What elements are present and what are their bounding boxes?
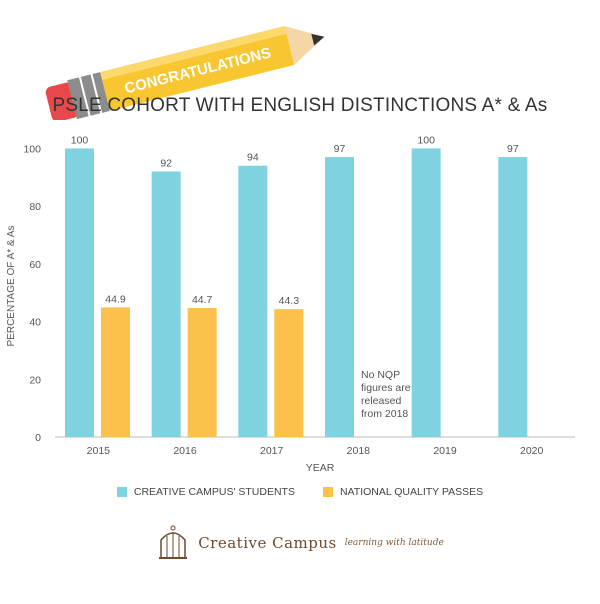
x-tick-label: 2015 (87, 445, 111, 457)
legend-swatch-creative (116, 487, 127, 497)
pencil-banner: CONGRATULATIONS (45, 26, 325, 120)
legend-label-creative: CREATIVE CAMPUS' STUDENTS (133, 486, 295, 498)
bar-creative-2020 (498, 157, 528, 438)
y-tick-label: 80 (29, 201, 41, 213)
bar-creative-2016 (151, 171, 181, 437)
y-axis-label: PERCENTAGE OF A* & As (6, 226, 17, 347)
bars: 100 44.9 92 44.7 94 44.3 97 100 97 (65, 134, 528, 438)
data-label: 92 (160, 158, 172, 170)
brand-footer: Creative Campus learning with latitude (0, 524, 600, 562)
pencil-highlight (100, 26, 287, 80)
x-tick-label: 2020 (520, 445, 544, 457)
x-axis-label: YEAR (306, 462, 335, 474)
data-label: 44.7 (192, 294, 213, 306)
data-label: 94 (247, 152, 259, 164)
pencil-ferrule (80, 74, 101, 116)
data-label: 44.9 (105, 293, 126, 305)
legend: CREATIVE CAMPUS' STUDENTS NATIONAL QUALI… (0, 486, 600, 498)
y-tick-label: 20 (29, 374, 41, 386)
y-tick-label: 40 (29, 317, 41, 329)
data-label: 97 (334, 143, 346, 155)
y-tick-label: 100 (23, 143, 41, 155)
legend-item-national: NATIONAL QUALITY PASSES (322, 486, 484, 498)
x-tick-label: 2017 (260, 445, 284, 457)
data-label: 44.3 (279, 295, 300, 307)
data-label: 97 (507, 143, 519, 155)
pencil-lead (311, 33, 325, 46)
legend-label-national: NATIONAL QUALITY PASSES (339, 486, 484, 498)
data-label: 100 (71, 134, 89, 146)
annotation-no-nqp: No NQP figures are released from 2018 (361, 369, 411, 420)
x-tick-label: 2018 (347, 445, 371, 457)
chart-title: PSLE COHORT WITH ENGLISH DISTINCTIONS A*… (52, 95, 548, 116)
pencil-ferrule (67, 77, 89, 120)
y-axis-ticks: 0 20 40 60 80 100 (23, 143, 41, 444)
x-axis-ticks: 2015 2016 2017 2018 2019 2020 (87, 445, 544, 457)
brand-name: Creative Campus (198, 534, 337, 552)
brand-tagline: learning with latitude (344, 538, 444, 548)
bar-national-2017 (274, 309, 304, 437)
pencil-body (100, 26, 295, 111)
y-tick-label: 0 (35, 432, 41, 444)
legend-item-creative: CREATIVE CAMPUS' STUDENTS (116, 486, 295, 498)
x-tick-label: 2016 (173, 445, 197, 457)
birdcage-logo-icon (159, 525, 188, 559)
bar-creative-2017 (238, 165, 268, 437)
y-tick-label: 60 (29, 259, 41, 271)
bar-national-2015 (101, 307, 130, 437)
legend-swatch-national (322, 487, 333, 497)
bar-creative-2019 (411, 148, 441, 437)
x-tick-label: 2019 (433, 445, 457, 457)
bar-national-2016 (187, 308, 217, 437)
pencil-ferrule (92, 72, 110, 113)
data-label: 100 (417, 134, 435, 146)
bar-creative-2015 (65, 148, 94, 437)
bar-creative-2018 (325, 157, 354, 438)
